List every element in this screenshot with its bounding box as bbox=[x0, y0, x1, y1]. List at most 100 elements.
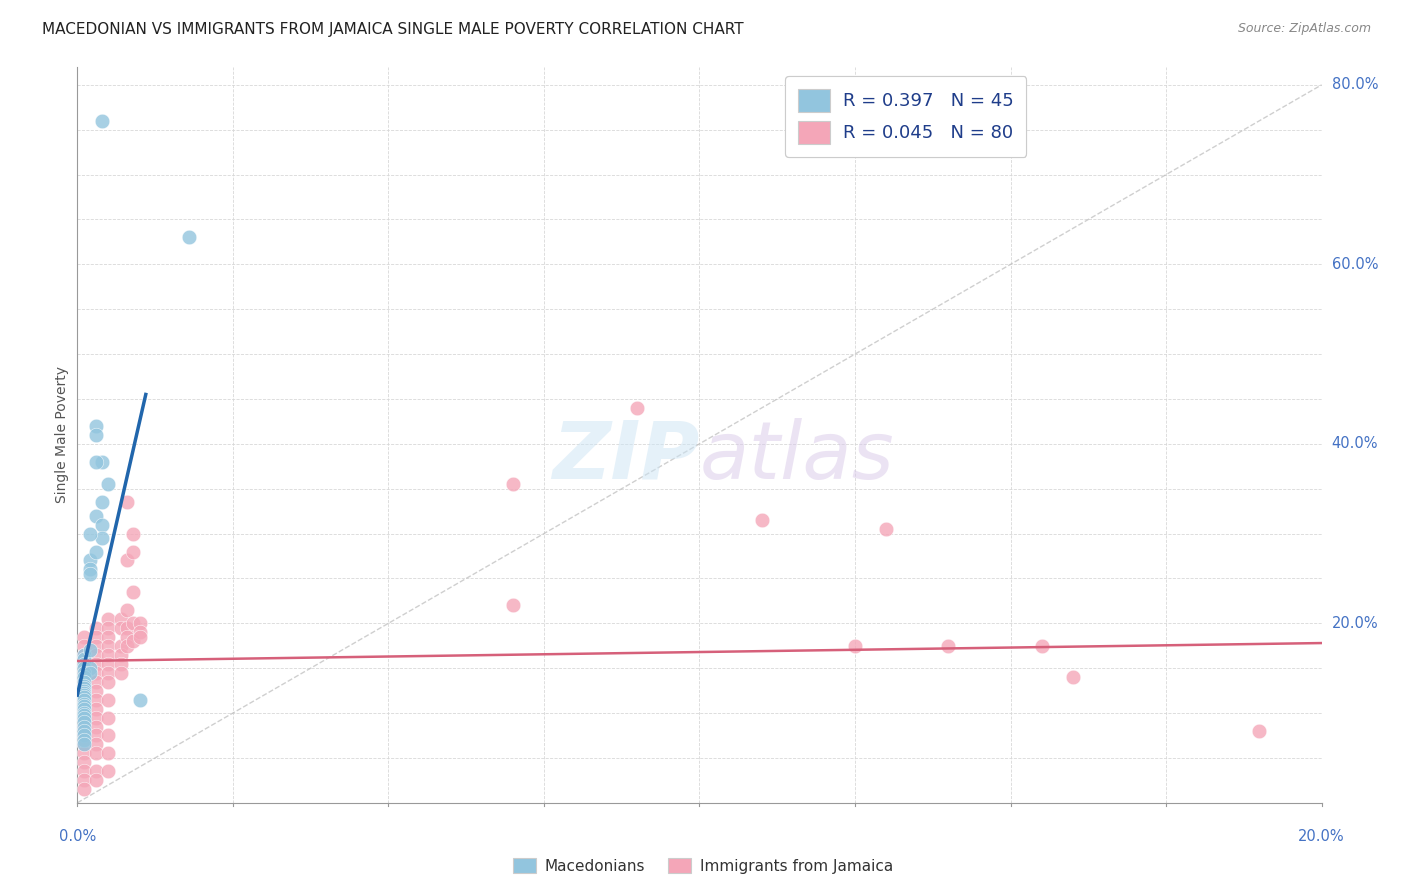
Point bbox=[79, 562, 101, 576]
Point bbox=[72, 697, 94, 711]
Point bbox=[97, 648, 120, 662]
Point bbox=[97, 612, 120, 626]
Point bbox=[1249, 724, 1271, 739]
Text: 60.0%: 60.0% bbox=[1331, 257, 1378, 272]
Point bbox=[72, 706, 94, 720]
Point bbox=[72, 692, 94, 706]
Point bbox=[84, 455, 107, 469]
Point bbox=[72, 698, 94, 713]
Point bbox=[72, 764, 94, 779]
Point bbox=[79, 526, 101, 541]
Text: atlas: atlas bbox=[700, 418, 894, 496]
Point bbox=[84, 764, 107, 779]
Point bbox=[110, 648, 132, 662]
Point bbox=[97, 764, 120, 779]
Point bbox=[91, 113, 114, 128]
Point bbox=[97, 477, 120, 491]
Point bbox=[115, 553, 138, 567]
Point bbox=[91, 495, 114, 509]
Point bbox=[72, 670, 94, 684]
Point bbox=[110, 621, 132, 635]
Point bbox=[97, 639, 120, 653]
Point bbox=[179, 230, 201, 244]
Point bbox=[72, 652, 94, 666]
Point bbox=[84, 648, 107, 662]
Point bbox=[84, 639, 107, 653]
Point bbox=[72, 665, 94, 680]
Point bbox=[84, 544, 107, 558]
Point bbox=[84, 710, 107, 724]
Point bbox=[115, 621, 138, 635]
Point bbox=[72, 639, 94, 653]
Point bbox=[84, 729, 107, 743]
Point bbox=[84, 719, 107, 733]
Point bbox=[72, 729, 94, 743]
Point bbox=[72, 683, 94, 698]
Point bbox=[72, 724, 94, 739]
Point bbox=[72, 782, 94, 797]
Point bbox=[875, 522, 897, 536]
Point bbox=[72, 738, 94, 752]
Point bbox=[97, 747, 120, 761]
Point bbox=[72, 683, 94, 698]
Point bbox=[72, 679, 94, 693]
Point bbox=[72, 707, 94, 722]
Point bbox=[72, 674, 94, 689]
Point bbox=[84, 747, 107, 761]
Point bbox=[122, 616, 145, 631]
Point bbox=[72, 648, 94, 662]
Point bbox=[938, 639, 960, 653]
Point bbox=[84, 674, 107, 689]
Point bbox=[72, 648, 94, 662]
Point bbox=[110, 657, 132, 671]
Point bbox=[79, 665, 101, 680]
Point bbox=[122, 526, 145, 541]
Point bbox=[84, 630, 107, 644]
Point bbox=[72, 681, 94, 695]
Point bbox=[97, 674, 120, 689]
Point bbox=[72, 710, 94, 724]
Point bbox=[72, 688, 94, 702]
Point bbox=[72, 657, 94, 671]
Point bbox=[122, 585, 145, 599]
Y-axis label: Single Male Poverty: Single Male Poverty bbox=[55, 367, 69, 503]
Point bbox=[84, 508, 107, 523]
Text: 40.0%: 40.0% bbox=[1331, 436, 1378, 451]
Point bbox=[97, 710, 120, 724]
Point bbox=[91, 455, 114, 469]
Point bbox=[79, 566, 101, 581]
Point bbox=[72, 719, 94, 733]
Point bbox=[110, 612, 132, 626]
Point bbox=[72, 657, 94, 671]
Point bbox=[502, 599, 524, 613]
Point bbox=[128, 625, 150, 640]
Text: 20.0%: 20.0% bbox=[1298, 829, 1346, 844]
Point bbox=[91, 531, 114, 545]
Point bbox=[115, 630, 138, 644]
Text: MACEDONIAN VS IMMIGRANTS FROM JAMAICA SINGLE MALE POVERTY CORRELATION CHART: MACEDONIAN VS IMMIGRANTS FROM JAMAICA SI… bbox=[42, 22, 744, 37]
Point bbox=[502, 477, 524, 491]
Point bbox=[84, 773, 107, 788]
Point bbox=[110, 665, 132, 680]
Text: 0.0%: 0.0% bbox=[59, 829, 96, 844]
Point bbox=[72, 692, 94, 706]
Point bbox=[115, 603, 138, 617]
Point bbox=[115, 639, 138, 653]
Point bbox=[72, 701, 94, 715]
Point bbox=[84, 692, 107, 706]
Point bbox=[1031, 639, 1053, 653]
Point bbox=[1062, 670, 1084, 684]
Point bbox=[122, 544, 145, 558]
Point bbox=[72, 665, 94, 680]
Point bbox=[128, 692, 150, 706]
Point bbox=[72, 773, 94, 788]
Point bbox=[97, 692, 120, 706]
Point bbox=[97, 630, 120, 644]
Text: ZIP: ZIP bbox=[553, 418, 700, 496]
Point bbox=[97, 729, 120, 743]
Point bbox=[84, 665, 107, 680]
Point bbox=[79, 553, 101, 567]
Point bbox=[72, 714, 94, 729]
Point bbox=[84, 657, 107, 671]
Point bbox=[72, 747, 94, 761]
